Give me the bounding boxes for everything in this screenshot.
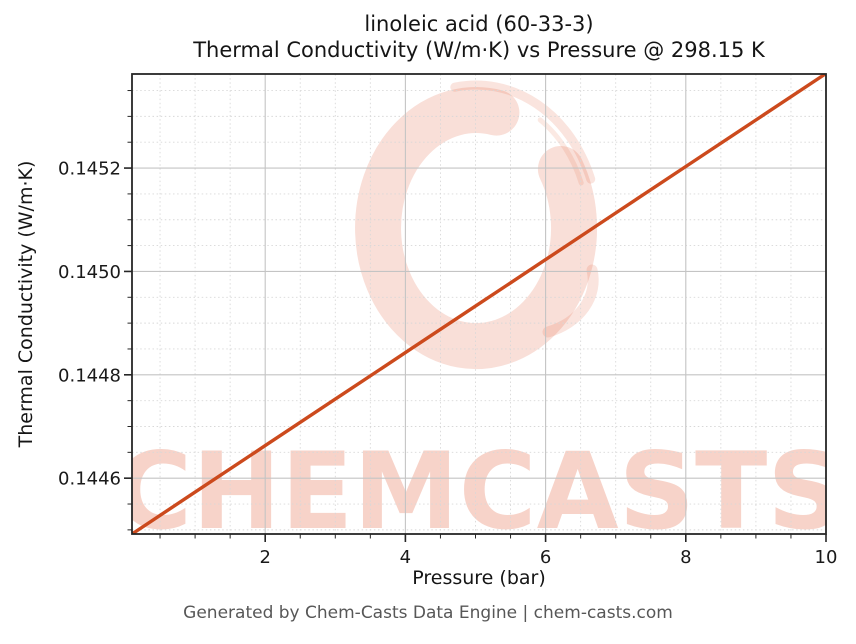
watermark-group: CHEMCASTS xyxy=(114,80,843,553)
watermark-text: CHEMCASTS xyxy=(114,430,843,553)
x-tick-label: 10 xyxy=(815,547,838,568)
x-tick-label: 6 xyxy=(540,547,551,568)
y-tick-label: 0.1446 xyxy=(58,469,121,490)
grid-minor-group xyxy=(132,74,826,534)
data-series-line xyxy=(132,74,826,534)
y-axis-label: Thermal Conductivity (W/m·K) xyxy=(15,160,37,448)
x-tick-label: 8 xyxy=(680,547,691,568)
chart-title: linoleic acid (60-33-3) xyxy=(364,12,594,36)
axes-spines xyxy=(131,73,827,535)
x-tick-label: 2 xyxy=(259,547,270,568)
x-axis-label: Pressure (bar) xyxy=(412,567,546,589)
ticks-group: 2 4 6 8 10 0.1446 0.1448 0.1450 0.1452 xyxy=(58,90,838,568)
watermark-curl xyxy=(542,264,599,338)
y-tick-label: 0.1450 xyxy=(58,262,121,283)
y-tick-label: 0.1448 xyxy=(58,365,121,386)
x-tick-label: 4 xyxy=(400,547,411,568)
watermark-ring xyxy=(355,87,598,369)
chart-subtitle: Thermal Conductivity (W/m·K) vs Pressure… xyxy=(193,38,765,62)
watermark-ring-accent xyxy=(450,80,596,184)
footer-attribution: Generated by Chem-Casts Data Engine | ch… xyxy=(183,603,673,623)
y-tick-label: 0.1452 xyxy=(58,159,121,180)
chart-title-block: linoleic acid (60-33-3) Thermal Conducti… xyxy=(132,11,826,63)
